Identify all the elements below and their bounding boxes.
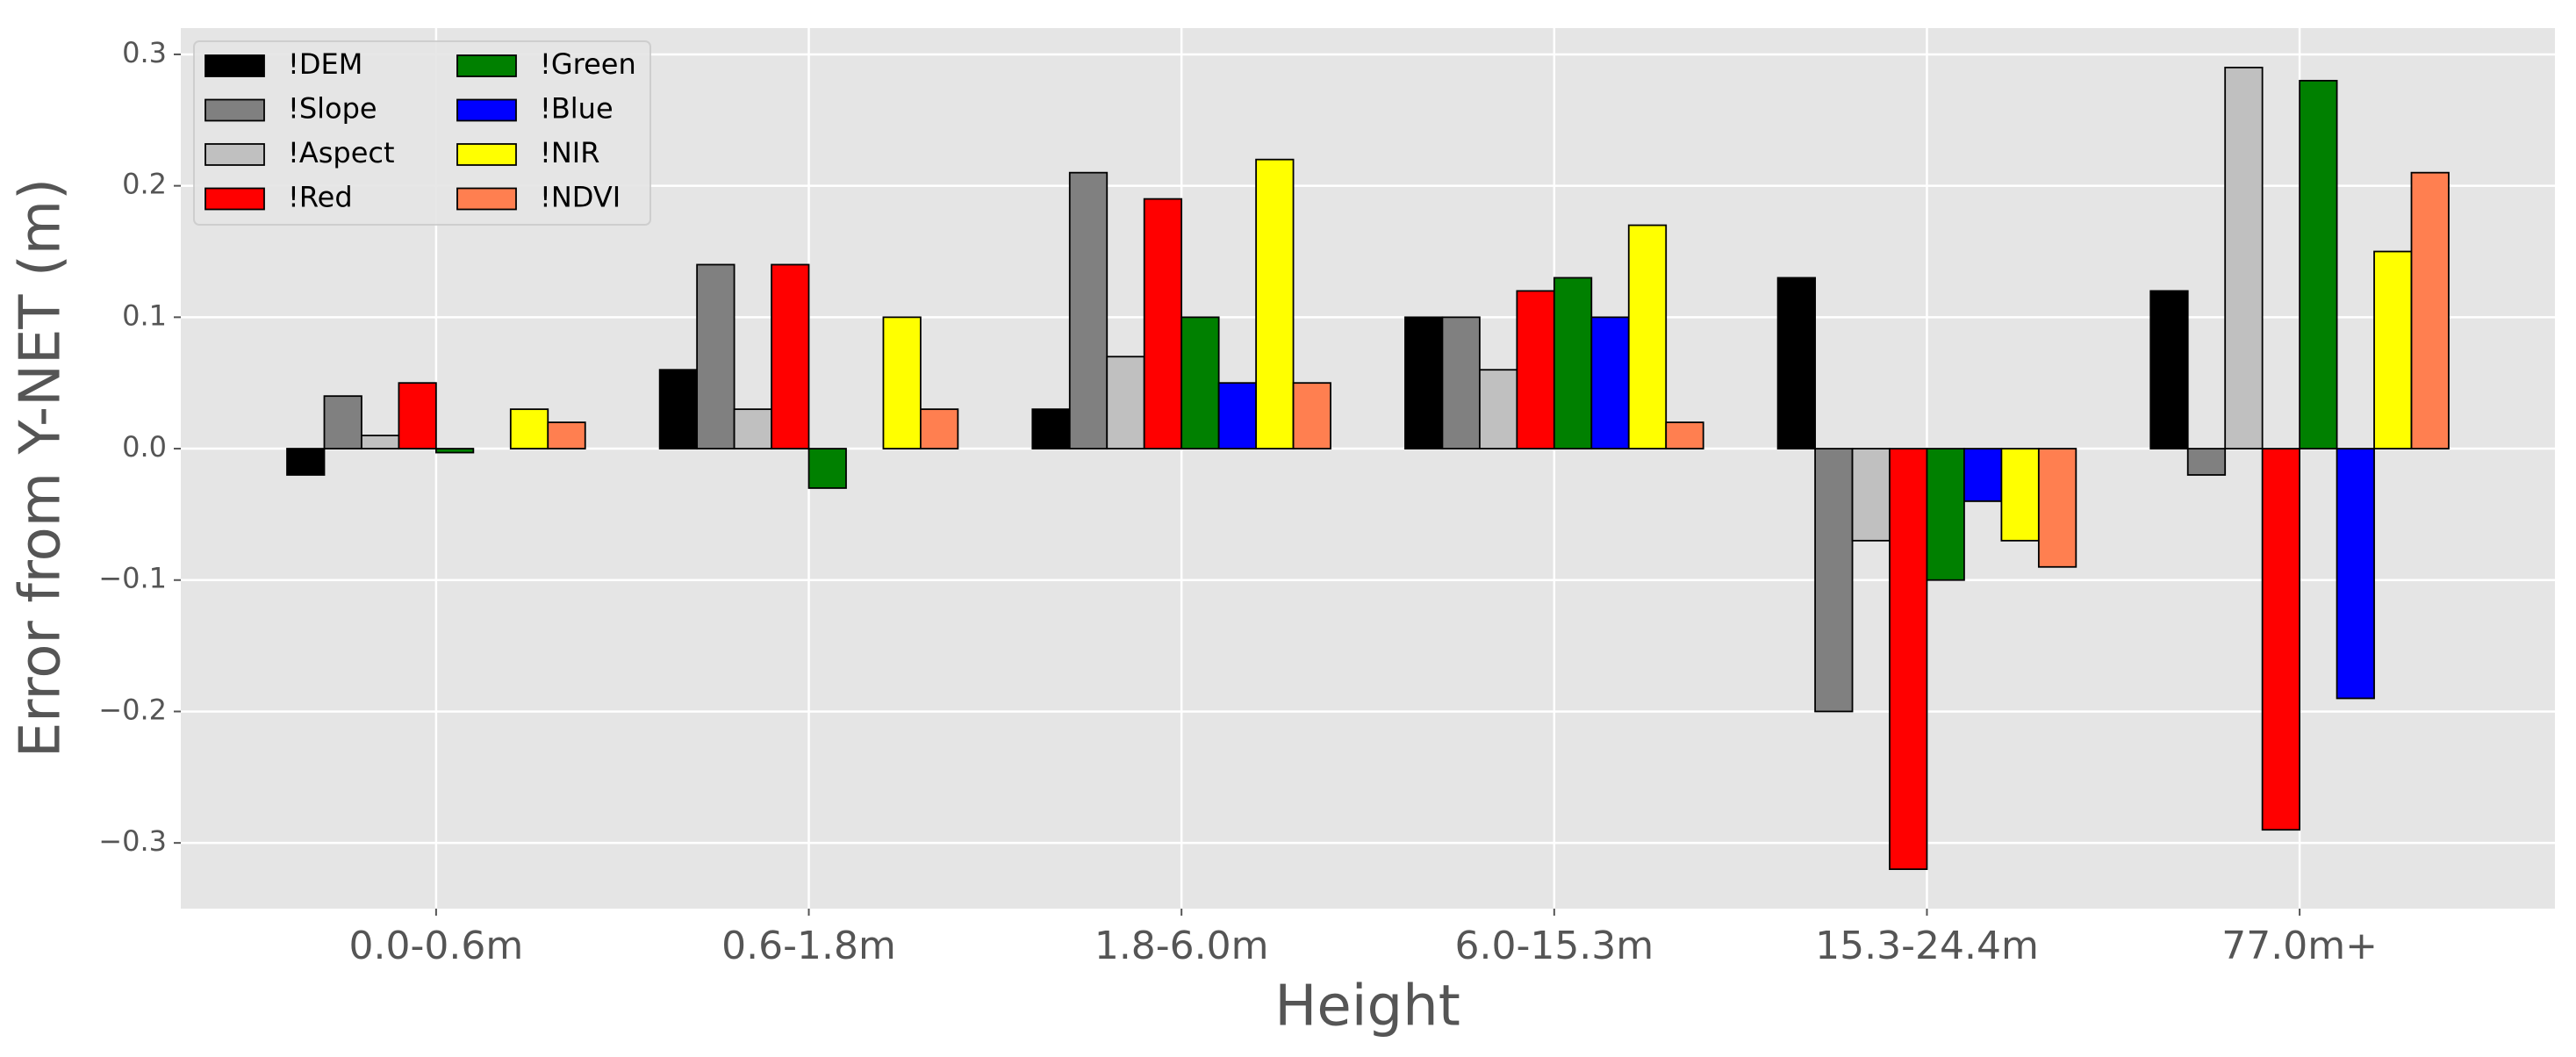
bar [1665,421,1704,449]
x-tick-label: 15.3-24.4m [1815,924,2039,968]
bar [1143,198,1183,449]
x-tick-label: 6.0-15.3m [1454,924,1654,968]
bar [1814,448,1854,713]
x-tick-label: 1.8-6.0m [1094,924,1269,968]
y-axis-label: Error from Y-NET (m) [9,178,74,758]
bar [547,421,586,449]
legend: !DEM !Slope !Aspect !Red !Green !Blue !NIR !NDV… [193,40,651,226]
bar [2000,448,2040,542]
bar [1553,277,1593,449]
bar [1292,382,1331,449]
bar [2037,448,2077,568]
legend-swatch [205,143,265,166]
bar [1926,448,1965,581]
bar [771,263,810,449]
bar [1068,171,1109,449]
bar [1590,316,1630,449]
legend-swatch [205,187,265,211]
legend-label: !Aspect [288,136,395,169]
bar [696,263,735,449]
legend-label: !Green [540,47,636,81]
y-tick-label: 0.2 [122,168,167,201]
bar [1106,356,1145,449]
y-tick-label: 0.0 [122,430,167,464]
x-tick-label: 77.0m+ [2221,924,2378,968]
bar [733,408,772,449]
legend-label: !Blue [540,92,614,126]
x-tick-label: 0.6-1.8m [721,924,896,968]
legend-swatch [456,98,517,122]
bar [1963,448,2003,502]
bar [1441,316,1481,449]
bar [509,408,549,449]
x-axis-label: Height [1274,974,1460,1039]
bar [1217,382,1258,449]
legend-label: !NDVI [540,181,621,214]
bar [1627,224,1668,449]
y-tick-label: −0.2 [98,693,167,726]
bar [1180,316,1220,449]
y-tick-label: 0.1 [122,298,167,332]
bar [2224,67,2264,449]
bar [2149,290,2189,449]
legend-label: !Slope [288,92,377,126]
bar [1478,369,1518,449]
bar [2299,79,2338,449]
legend-swatch [205,54,265,77]
bar [1851,448,1891,542]
bar [2186,448,2227,476]
bar [286,448,326,476]
legend-swatch [456,54,517,77]
bar [1889,448,1928,870]
bar [1776,277,1816,449]
bar [2261,448,2301,831]
legend-box [193,40,651,226]
bar [2373,250,2413,449]
bar [398,382,437,449]
legend-label: !Red [288,181,353,214]
bar [2336,448,2375,700]
bar [920,408,959,449]
legend-label: !NIR [540,136,599,169]
bar [658,369,699,449]
bar [323,395,362,449]
bar [361,435,400,449]
bar [1404,316,1444,449]
bar [2410,171,2450,449]
x-tick-label: 0.0-0.6m [349,924,524,968]
y-tick-label: 0.3 [122,36,167,69]
bar [882,316,922,449]
y-tick-label: −0.1 [98,562,167,595]
bar [807,448,847,489]
bar [434,448,475,454]
bar [1031,408,1071,449]
bar [1516,290,1555,449]
legend-label: !DEM [288,47,362,81]
legend-swatch [456,187,517,211]
bar [1255,158,1295,449]
legend-swatch [456,143,517,166]
y-tick-label: −0.3 [98,824,167,858]
legend-swatch [205,98,265,122]
